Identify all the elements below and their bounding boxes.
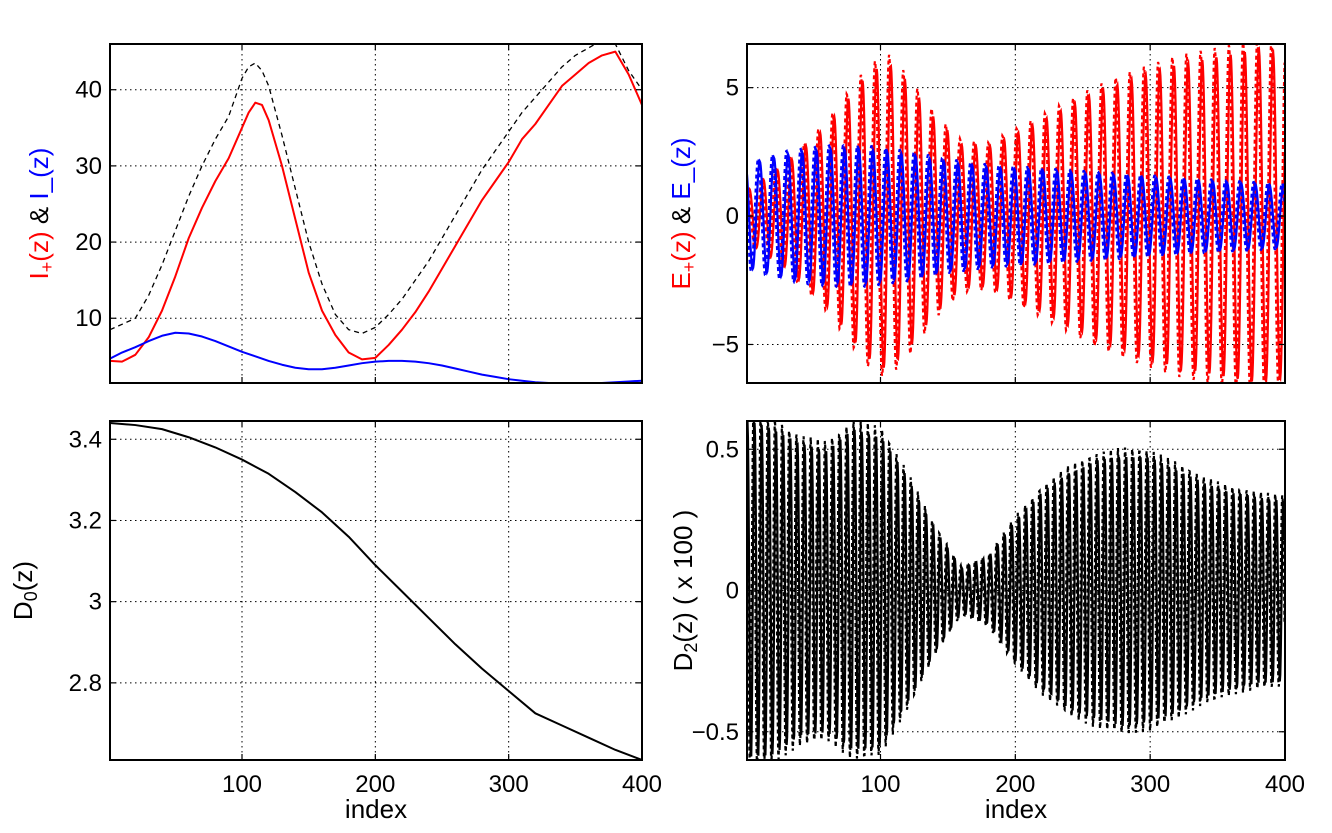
y-tick-label: 0 (726, 203, 739, 230)
chart-p3: 100 200 300 400 2.8 3 3.2 3.4 index D0(z) (8, 420, 662, 824)
y-tick-label: −5 (712, 331, 739, 358)
y-tick-label: 0 (726, 578, 739, 605)
oscillation-solid-2 (747, 145, 1285, 287)
axes-box (109, 420, 643, 761)
y-axis-label-part: (z) (24, 148, 54, 178)
y-axis-label-part: & (666, 200, 696, 232)
series-line-2 (110, 44, 642, 335)
x-tick-label: 300 (1130, 771, 1170, 798)
plot-area (747, 421, 1285, 760)
oscillation-solid-1 (747, 421, 1285, 757)
y-axis-label-part: 0 (21, 591, 41, 601)
y-axis-label-part: D (8, 601, 38, 620)
y-tick-label: 30 (75, 153, 102, 180)
y-tick-label: 20 (75, 229, 102, 256)
y-axis-label: E+(z) & E_(z) (666, 137, 699, 289)
axes-box (746, 43, 1286, 384)
x-axis-label: index (985, 794, 1047, 824)
x-tick-label: 100 (222, 771, 262, 798)
y-axis-label-part: & (24, 200, 54, 232)
axes-box (109, 43, 643, 384)
y-axis-label-part: + (37, 262, 57, 273)
y-axis-label-part: E_(z) (666, 137, 696, 199)
series-line-3 (110, 331, 642, 383)
y-tick-label: 5 (726, 75, 739, 102)
series-line-1 (110, 50, 642, 363)
plot-area (110, 44, 642, 383)
y-tick-label: −0.5 (692, 719, 739, 746)
y-axis-label-part: + (679, 262, 699, 273)
y-axis-label-part: (z) (666, 231, 696, 261)
y-axis-label: D0(z) (8, 561, 41, 620)
y-axis-label-part: I (24, 272, 54, 279)
y-axis-label-part: I (24, 192, 54, 199)
y-tick-label: 3 (89, 589, 102, 616)
y-tick-label: 10 (75, 305, 102, 332)
x-tick-label: 200 (995, 771, 1035, 798)
y-tick-label: 2.8 (69, 670, 102, 697)
x-tick-label: 200 (355, 771, 395, 798)
chart-p4: 100 200 300 400 −0.5 0 0.5 index D2(z) ( x 100 ) (668, 420, 1305, 824)
y-axis-label-part: E (666, 272, 696, 289)
y-axis-label: I+(z) & I_(z) (24, 148, 57, 280)
y-axis-label: D2(z) ( x 100 ) (668, 510, 701, 672)
chart-p2: −5 0 5 E+(z) & E_(z) (666, 43, 1286, 384)
x-tick-label: 300 (489, 771, 529, 798)
x-tick-label: 400 (1265, 771, 1305, 798)
y-tick-label: 40 (75, 77, 102, 104)
oscillation-dashed-2 (747, 143, 1285, 289)
y-tick-label: 3.4 (69, 426, 102, 453)
y-axis-label-part: (z) ( x 100 ) (668, 510, 698, 643)
x-tick-label: 400 (622, 771, 662, 798)
x-axis-label: index (345, 794, 407, 824)
y-axis-label-part: (z) (8, 561, 38, 591)
y-axis-label-part: (z) (24, 231, 54, 261)
y-axis-label-part: D (668, 653, 698, 672)
y-axis-label-part: _ (24, 177, 54, 193)
x-tick-label: 100 (860, 771, 900, 798)
y-axis-label-part: 2 (681, 643, 701, 653)
y-tick-label: 0.5 (706, 436, 739, 463)
y-tick-label: 3.2 (69, 507, 102, 534)
plot-area (747, 44, 1285, 383)
plot-area (110, 422, 642, 760)
series-line-1 (110, 422, 642, 760)
